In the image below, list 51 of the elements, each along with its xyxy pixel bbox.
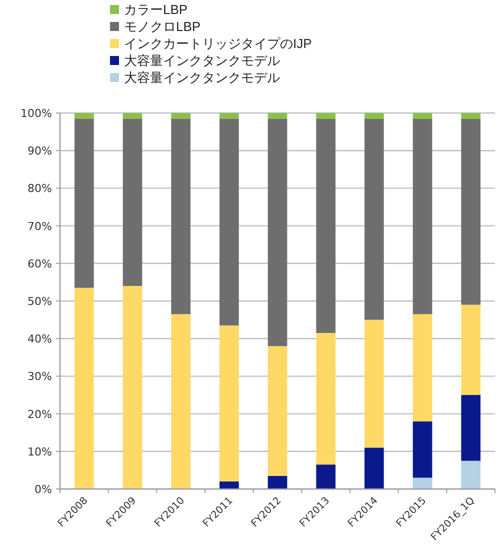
y-tick-label: 10%	[28, 445, 52, 458]
bar	[220, 325, 239, 482]
bar	[461, 460, 480, 489]
bar	[268, 346, 288, 476]
bar	[220, 118, 239, 326]
bar	[412, 314, 432, 422]
bar	[461, 304, 480, 395]
y-tick-label: 60%	[28, 257, 52, 270]
bar	[364, 118, 384, 320]
bar	[364, 448, 384, 489]
bar	[268, 476, 288, 489]
legend-label: モノクロLBP	[124, 19, 201, 34]
bar	[316, 113, 336, 119]
y-tick-label: 70%	[28, 220, 52, 233]
bar	[461, 113, 480, 119]
bar	[74, 288, 94, 489]
bar	[171, 113, 190, 119]
legend-label: インクカートリッジタイプのIJP	[124, 36, 312, 51]
legend-label: 大容量インクタンクモデル	[124, 70, 280, 85]
bar	[122, 118, 142, 286]
y-tick-label: 100%	[20, 107, 52, 120]
bar	[268, 113, 288, 119]
bar	[412, 421, 432, 478]
bar	[316, 118, 336, 333]
bar	[412, 118, 432, 314]
bar	[171, 118, 190, 314]
bar	[268, 118, 288, 346]
bar	[316, 464, 336, 489]
bar	[74, 113, 94, 119]
y-tick-label: 0%	[34, 483, 52, 496]
bar	[364, 113, 384, 119]
bar	[220, 113, 239, 119]
bar	[316, 332, 336, 465]
bar	[364, 320, 384, 448]
y-tick-label: 40%	[28, 332, 52, 346]
y-tick-label: 90%	[28, 144, 52, 158]
bar	[74, 118, 94, 288]
legend-label: カラーLBP	[124, 2, 188, 17]
y-tick-label: 20%	[28, 408, 52, 421]
y-tick-label: 30%	[28, 370, 52, 384]
bar	[171, 314, 190, 489]
legend-label: 大容量インクタンクモデル	[124, 53, 280, 68]
bar	[461, 118, 480, 305]
bar	[412, 478, 432, 489]
y-tick-label: 80%	[28, 182, 52, 196]
bar	[122, 286, 142, 489]
bar	[122, 113, 142, 119]
bar	[220, 481, 239, 489]
y-tick-label: 50%	[28, 295, 52, 308]
bar	[412, 113, 432, 119]
bar	[461, 395, 480, 461]
